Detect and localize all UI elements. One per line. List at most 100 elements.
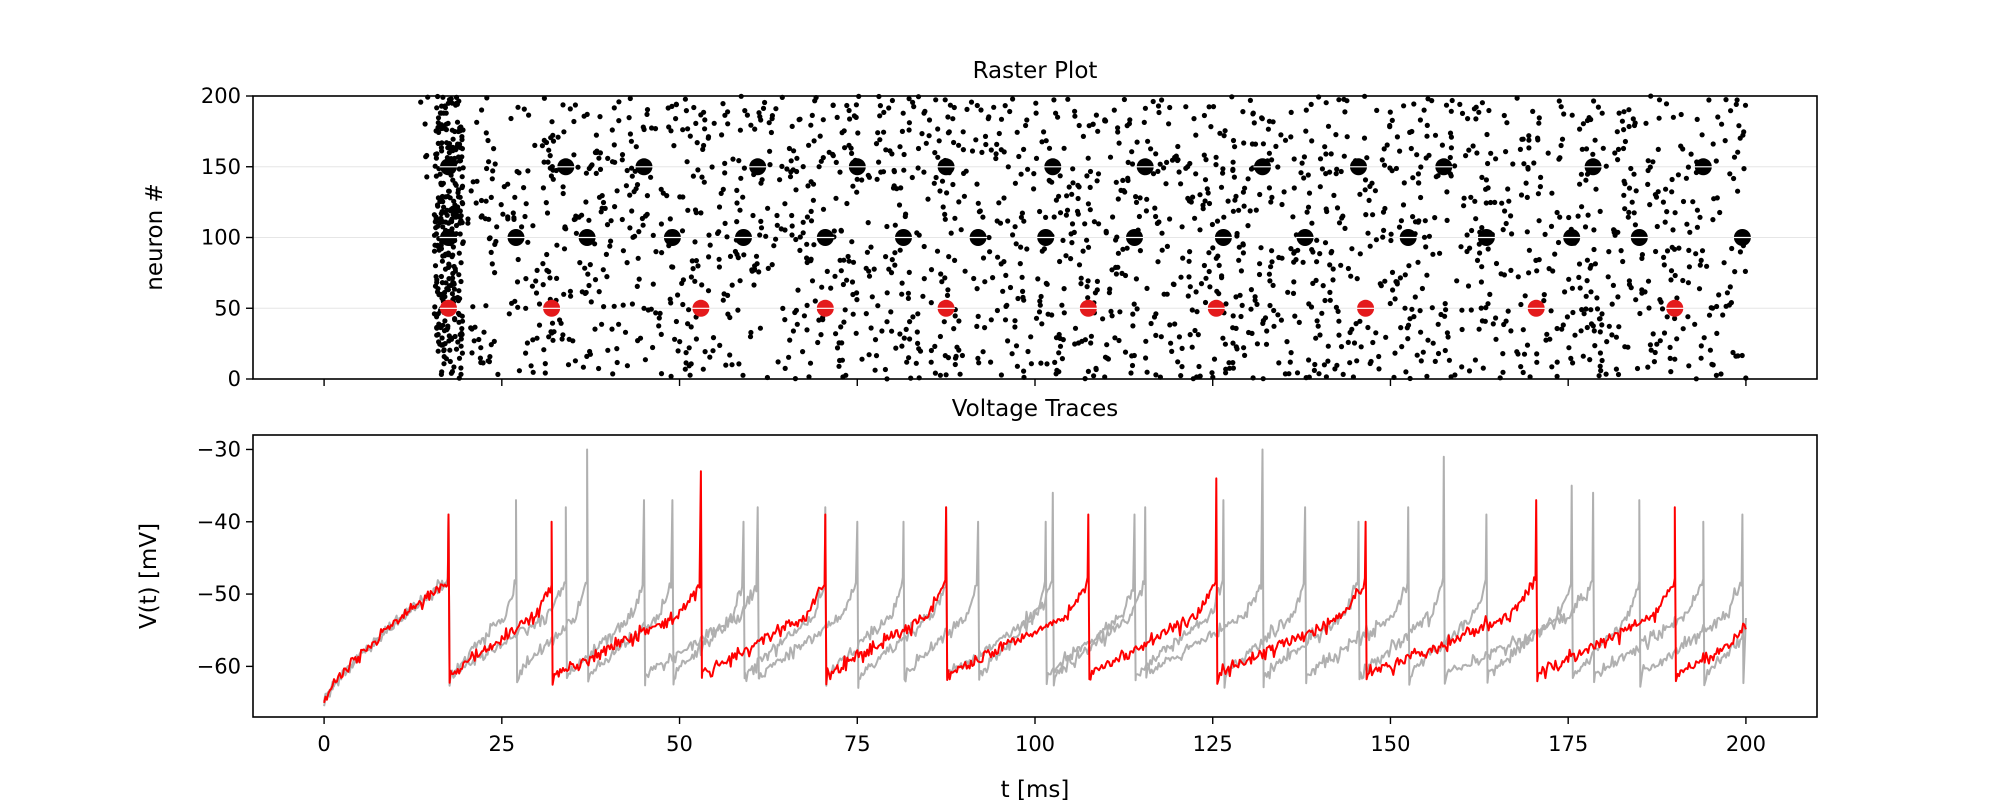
spike-dot: [1306, 357, 1312, 363]
spike-dot: [1129, 161, 1136, 167]
spike-dot: [500, 211, 506, 217]
spike-dot: [1206, 268, 1212, 275]
spike-dot: [489, 261, 495, 267]
spike-dot: [1446, 357, 1452, 363]
spike-dot: [1223, 366, 1229, 372]
spike-dot: [859, 177, 865, 183]
spike-dot: [896, 202, 903, 208]
spike-dot: [1383, 334, 1389, 340]
spike-dot: [492, 161, 498, 167]
spike-dot: [423, 154, 429, 160]
spike-dot: [683, 350, 689, 356]
spike-dot: [442, 318, 448, 324]
spike-dot: [1120, 246, 1126, 252]
spike-dot: [1246, 329, 1252, 336]
spike-dot: [1054, 367, 1060, 373]
spike-dot: [1201, 112, 1207, 119]
spike-dot: [1536, 257, 1542, 263]
spike-dot: [1172, 321, 1178, 327]
spike-dot: [1260, 141, 1266, 147]
spike-dot: [1694, 224, 1700, 230]
spike-dot: [1348, 273, 1354, 279]
spike-dot: [877, 137, 883, 143]
spike-dot: [641, 305, 647, 311]
spike-dot: [834, 114, 840, 120]
spike-dot: [789, 232, 795, 238]
voltage-y-tick-label: −50: [197, 582, 241, 606]
spike-dot: [732, 248, 739, 255]
spike-dot: [951, 139, 957, 146]
spike-dot: [1095, 171, 1102, 177]
spike-dot: [1373, 237, 1379, 243]
spike-dot: [891, 183, 897, 189]
spike-dot: [1024, 246, 1030, 252]
spike-dot: [443, 356, 449, 362]
spike-dot: [1592, 137, 1598, 143]
spike-dot: [808, 208, 814, 214]
spike-dot: [1478, 279, 1484, 285]
spike-dot: [1236, 207, 1242, 213]
spike-dot: [1333, 171, 1339, 177]
spike-dot: [1197, 227, 1203, 233]
spike-dot: [782, 201, 788, 207]
spike-dot: [1143, 355, 1149, 361]
spike-dot: [1693, 251, 1699, 257]
spike-dot: [1119, 270, 1125, 276]
spike-dot: [1021, 146, 1027, 152]
spike-dot: [998, 372, 1005, 378]
spike-dot: [1003, 272, 1009, 278]
spike-dot: [1710, 362, 1716, 368]
spike-dot: [1024, 117, 1030, 123]
spike-dot: [752, 126, 758, 132]
spike-dot: [1264, 328, 1270, 334]
spike-dot: [1515, 274, 1521, 280]
spike-dot: [1309, 138, 1315, 144]
spike-dot: [1271, 323, 1277, 329]
spike-dot: [1175, 359, 1181, 365]
spike-dot: [1522, 293, 1528, 299]
spike-dot: [1036, 309, 1043, 315]
spike-dot: [1474, 257, 1481, 263]
spike-dot: [1564, 314, 1570, 320]
spike-dot: [737, 127, 744, 133]
spike-dot: [653, 249, 659, 255]
spike-dot: [1419, 285, 1425, 292]
spike-dot: [1690, 199, 1696, 205]
spike-dot: [1056, 331, 1062, 338]
spike-dot: [884, 223, 890, 230]
spike-dot: [629, 208, 635, 214]
spike-dot: [1447, 154, 1453, 161]
spike-dot: [648, 174, 654, 180]
spike-dot: [1334, 205, 1341, 211]
voltage-xlabel: t [ms]: [1001, 777, 1070, 800]
spike-dot: [1667, 355, 1673, 361]
spike-dot: [1013, 241, 1019, 247]
spike-dot: [804, 259, 810, 266]
spike-dot: [1222, 341, 1228, 347]
spike-dot: [1308, 101, 1314, 107]
spike-dot: [1237, 292, 1243, 298]
spike-dot: [1245, 223, 1251, 229]
voltage-y-tick-label: −40: [197, 510, 241, 534]
spike-dot: [1084, 284, 1090, 290]
spike-dot: [1128, 370, 1134, 376]
spike-dot: [1554, 359, 1560, 365]
spike-dot: [1130, 323, 1136, 329]
spike-dot: [672, 336, 678, 342]
spike-dot: [1094, 287, 1100, 293]
spike-dot: [1599, 110, 1605, 116]
spike-dot: [1141, 119, 1147, 125]
spike-dot: [1001, 259, 1007, 265]
spike-dot: [1490, 321, 1496, 327]
spike-dot: [881, 109, 887, 115]
spike-dot: [1091, 219, 1097, 225]
voltage-trace-red: [323, 470, 1747, 704]
spike-dot: [1142, 105, 1148, 111]
spike-dot: [536, 322, 543, 328]
spike-dot: [983, 141, 989, 148]
spike-dot: [474, 119, 480, 125]
spike-dot: [1269, 248, 1275, 254]
spike-dot: [459, 154, 465, 160]
spike-dot: [454, 119, 461, 125]
spike-dot: [1175, 157, 1181, 163]
